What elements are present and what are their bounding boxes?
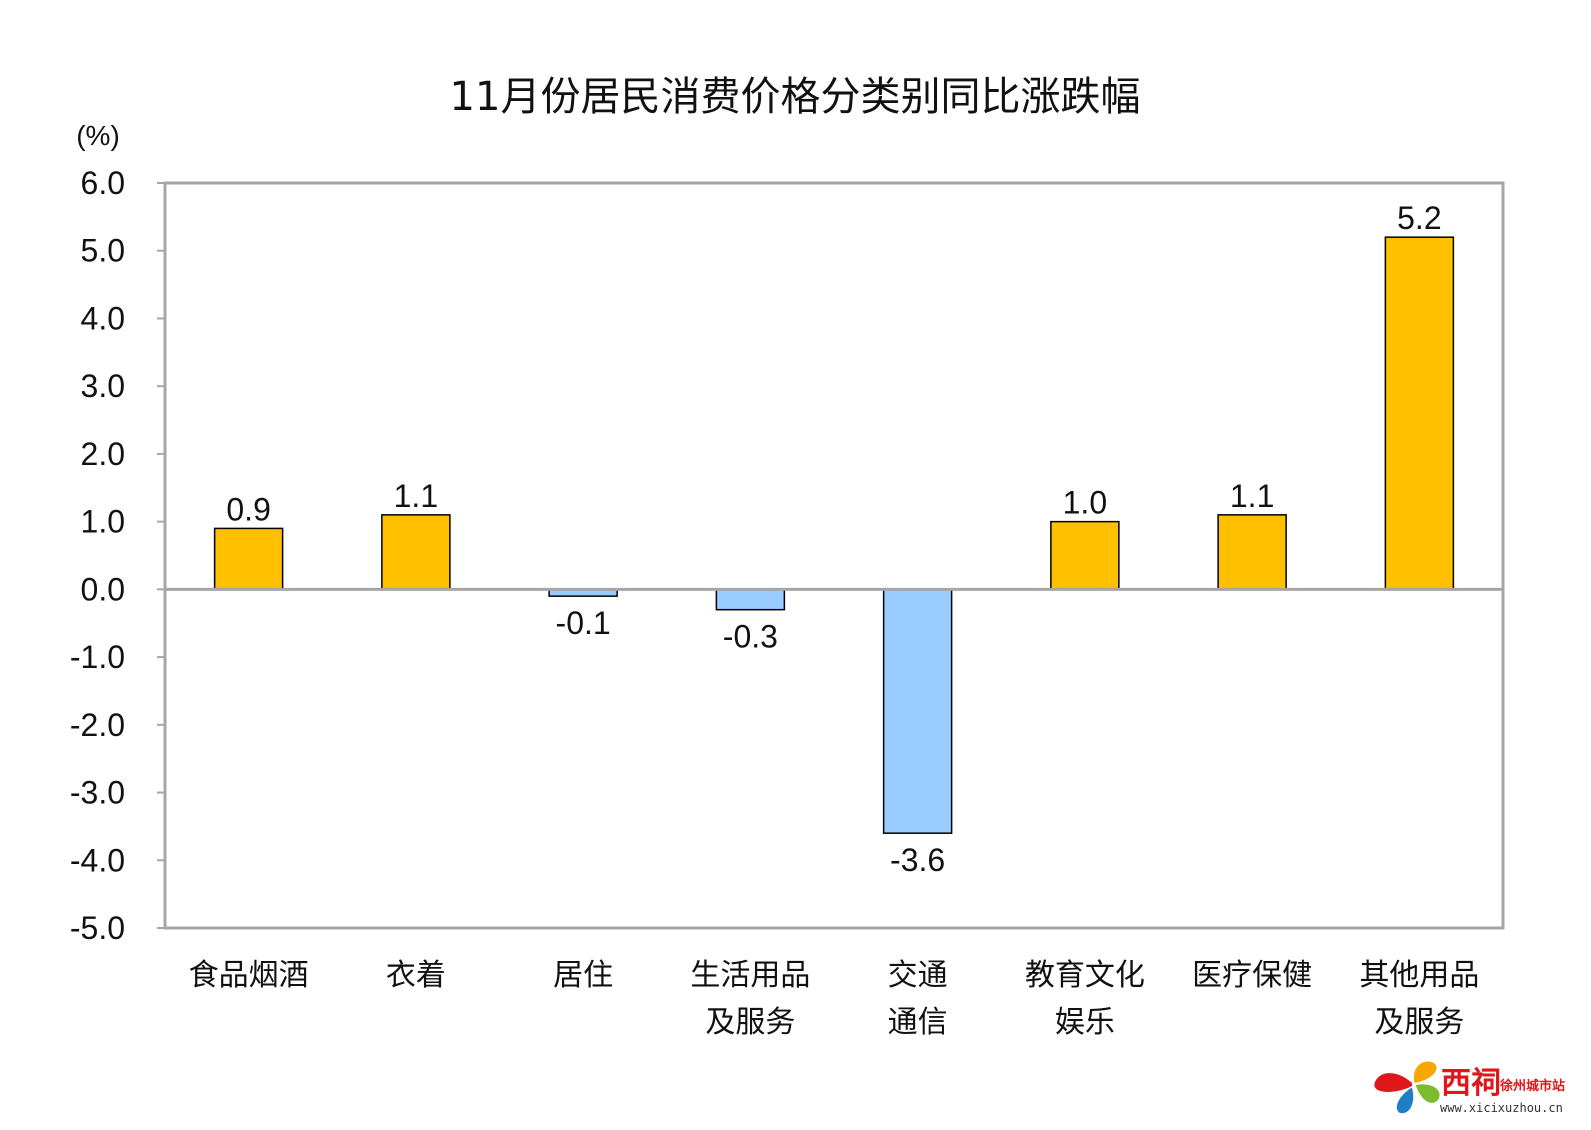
data-label: 1.1 [1230, 478, 1274, 514]
bar [1050, 520, 1120, 591]
watermark-logo: 西祠 徐州城市站 www.xicixuzhou.cn [1374, 1061, 1565, 1115]
x-category-label: 生活用品 [690, 958, 810, 993]
plot-frame [163, 181, 1505, 930]
y-tick-label: 5.0 [81, 233, 125, 269]
y-tick-label: 0.0 [81, 571, 125, 607]
bar [1384, 236, 1455, 591]
data-label: 5.2 [1397, 200, 1441, 236]
data-label: 1.0 [1063, 485, 1107, 521]
pinwheel-logo-icon [1374, 1061, 1440, 1114]
y-axis-unit-label: (%) [76, 120, 120, 151]
y-tick-label: -5.0 [70, 910, 125, 946]
y-tick-label: -4.0 [70, 842, 125, 878]
data-label: 0.9 [226, 491, 270, 527]
y-tick-label: 2.0 [81, 436, 125, 472]
data-label: -0.1 [556, 605, 611, 641]
bar [715, 588, 786, 611]
x-category-label: 其他用品 [1359, 958, 1479, 993]
plot-area: 6.0 5.0 4.0 3.0 2.0 1.0 0.0 -1.0 -2.0 -3.0 -4.0 -5.… [70, 165, 1505, 1040]
x-category-label: 及服务 [705, 1005, 795, 1040]
bar [381, 514, 451, 591]
x-category-label: 教育文化 [1025, 958, 1145, 993]
bar [1217, 514, 1287, 591]
x-category-label: 衣着 [386, 958, 446, 993]
data-label: -3.6 [890, 842, 945, 878]
watermark-site: 徐州城市站 [1499, 1078, 1565, 1094]
x-category-label: 医疗保健 [1192, 958, 1312, 993]
x-category-label: 及服务 [1374, 1005, 1464, 1040]
watermark-brand: 西祠 [1441, 1066, 1501, 1101]
x-category-label: 食品烟酒 [189, 958, 309, 993]
x-category-label: 居住 [553, 958, 613, 993]
bar [882, 588, 953, 834]
x-category-label: 通信 [888, 1005, 948, 1040]
x-category-label: 交通 [888, 958, 948, 993]
data-label: -0.3 [723, 619, 778, 655]
x-category-label: 娱乐 [1055, 1005, 1115, 1040]
y-tick-label: 4.0 [81, 300, 125, 336]
y-tick-label: -3.0 [70, 775, 125, 811]
y-tick-label: 6.0 [81, 165, 125, 201]
data-label: 1.1 [394, 478, 438, 514]
chart-title: 11月份居民消费价格分类别同比涨跌幅 [450, 74, 1141, 120]
watermark-url: www.xicixuzhou.cn [1440, 1101, 1563, 1115]
y-tick-label: 1.0 [81, 504, 125, 540]
y-tick-label: -1.0 [70, 639, 125, 675]
y-tick-label: -2.0 [70, 707, 125, 743]
y-tick-label: 3.0 [81, 368, 125, 404]
bar [213, 527, 284, 591]
